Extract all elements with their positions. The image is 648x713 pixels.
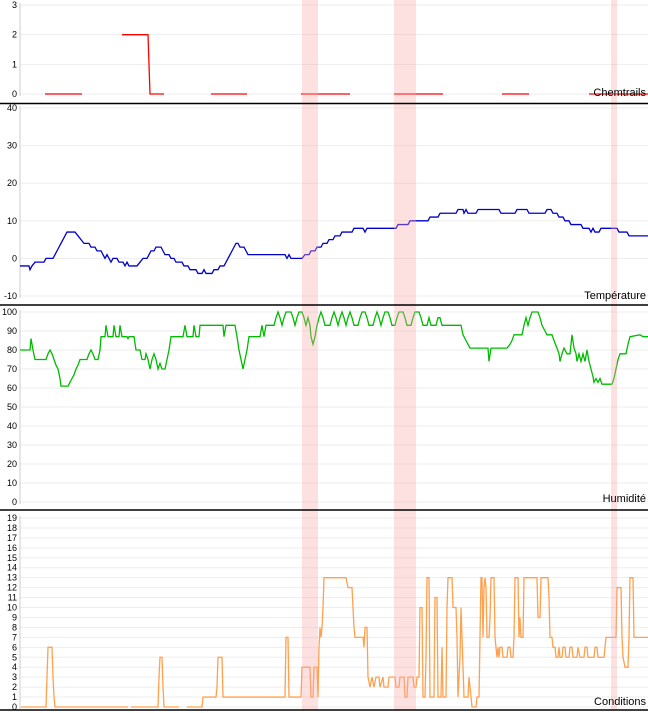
y-tick-label: 6	[12, 642, 17, 652]
y-tick-label: 8	[12, 622, 17, 632]
y-tick-label: 1	[12, 59, 17, 69]
y-tick-label: 0	[12, 253, 17, 263]
y-tick-label: 30	[7, 141, 17, 151]
y-tick-label: 100	[2, 307, 17, 317]
y-tick-label: 5	[12, 652, 17, 662]
y-tick-label: 16	[7, 543, 17, 553]
highlight-band	[302, 0, 318, 710]
y-tick-label: 10	[7, 603, 17, 613]
panel-label-humidite: Humidité	[602, 493, 646, 505]
panel-2: -10 0 10 20 30 40	[4, 103, 648, 301]
y-tick-label: 14	[7, 563, 17, 573]
panel-label-temperature: Température	[584, 290, 646, 302]
panel-1: 0 1 2 3	[12, 0, 648, 99]
series-line-4	[21, 646, 128, 708]
y-tick-label: 19	[7, 513, 17, 523]
y-tick-label: 50	[7, 402, 17, 412]
y-tick-label: 17	[7, 533, 17, 543]
y-tick-label: 3	[12, 0, 17, 10]
y-tick-label: 10	[7, 478, 17, 488]
y-tick-label: 0	[12, 89, 17, 99]
y-tick-label: 90	[7, 326, 17, 336]
y-tick-label: 0	[12, 497, 17, 507]
panel-label-chemtrails: Chemtrails	[593, 87, 646, 99]
y-tick-label: 1	[12, 692, 17, 702]
y-tick-label: 7	[12, 632, 17, 642]
y-tick-label: 80	[7, 345, 17, 355]
series-line-1	[122, 34, 164, 95]
highlight-band	[394, 0, 416, 710]
y-tick-label: 40	[7, 421, 17, 431]
y-tick-label: 13	[7, 573, 17, 583]
series-line-4	[131, 656, 179, 708]
y-tick-label: 2	[12, 682, 17, 692]
y-tick-label: 40	[7, 103, 17, 113]
series-line-2	[20, 208, 648, 275]
series-line-3	[20, 310, 648, 387]
y-tick-label: 15	[7, 553, 17, 563]
y-tick-label: 4	[12, 662, 17, 672]
y-tick-label: 18	[7, 523, 17, 533]
panel-3: 0 10 20 30 40 50 60 70 80 90 100	[2, 307, 648, 507]
series-line-4	[187, 577, 648, 708]
highlight-band	[611, 0, 617, 710]
y-tick-label: 70	[7, 364, 17, 374]
y-tick-label: 2	[12, 30, 17, 40]
y-tick-label: 30	[7, 440, 17, 450]
y-tick-label: 0	[12, 702, 17, 712]
y-tick-label: 9	[12, 612, 17, 622]
y-tick-label: 60	[7, 383, 17, 393]
y-tick-label: 10	[7, 216, 17, 226]
panel-label-conditions: Conditions	[594, 696, 646, 708]
y-tick-label: 20	[7, 459, 17, 469]
y-tick-label: 20	[7, 178, 17, 188]
y-tick-label: -10	[4, 291, 17, 301]
y-tick-label: 12	[7, 583, 17, 593]
y-tick-label: 3	[12, 672, 17, 682]
y-tick-label: 11	[8, 593, 17, 603]
